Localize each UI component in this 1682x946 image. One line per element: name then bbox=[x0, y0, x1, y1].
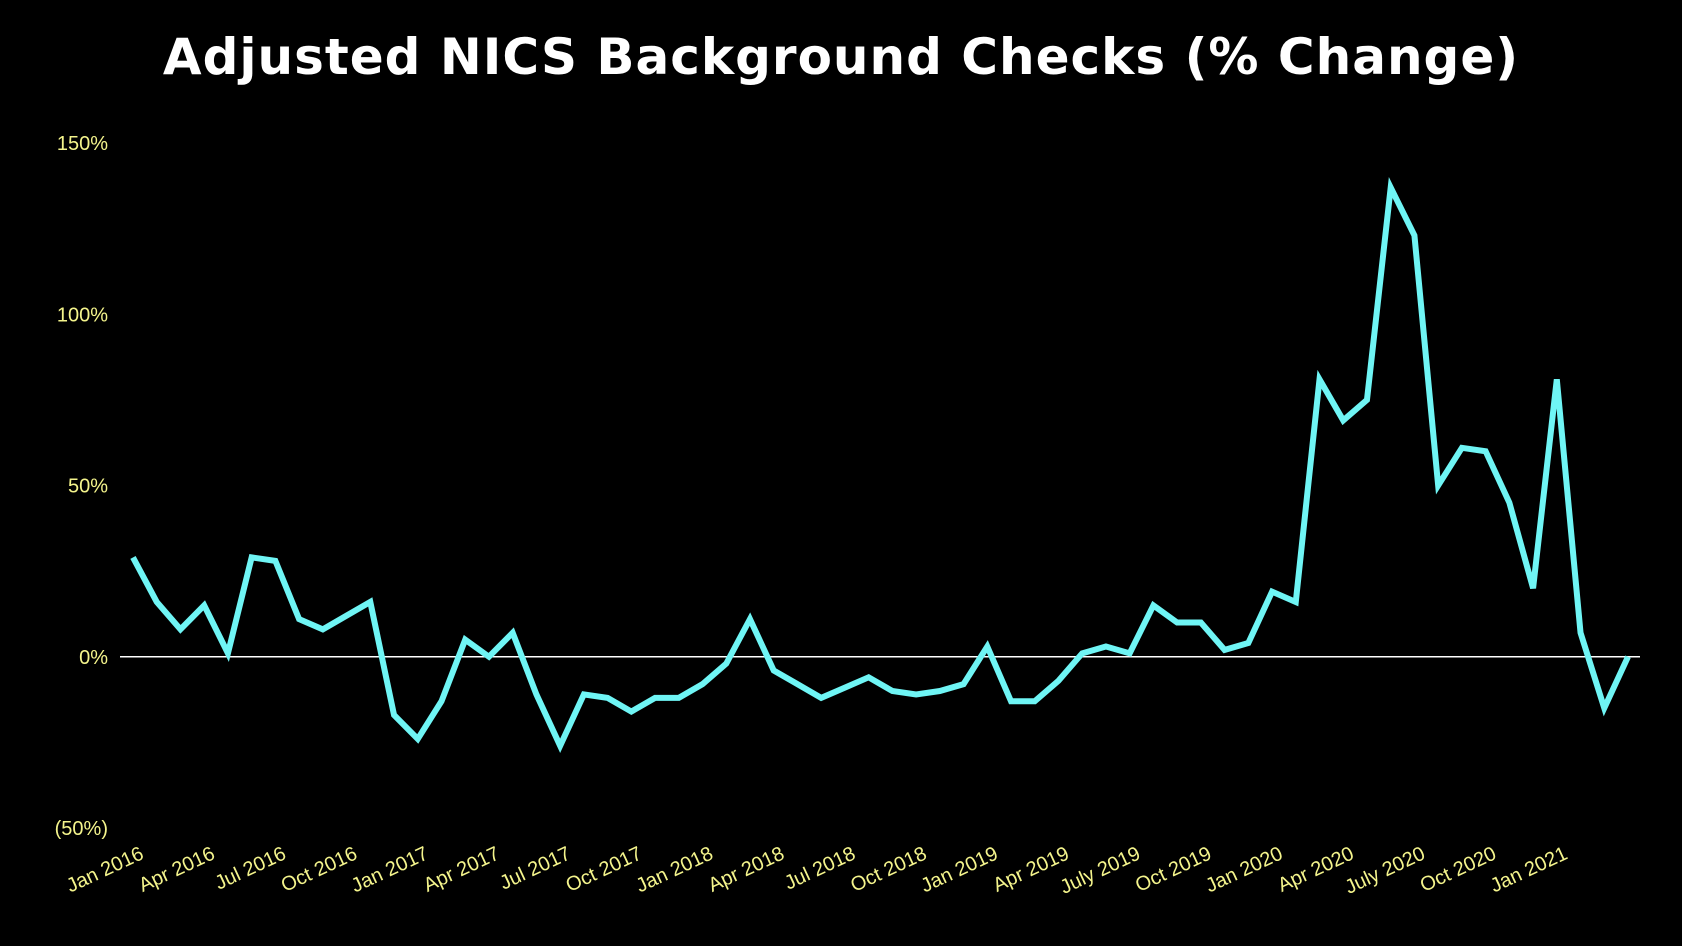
x-tick-label-12: Jan 2019 bbox=[918, 843, 1002, 898]
x-tick-label-8: Jan 2018 bbox=[633, 843, 717, 898]
x-tick-label-2: Jul 2016 bbox=[212, 843, 290, 895]
x-tick-label-10: Jul 2018 bbox=[781, 843, 859, 895]
y-axis-ticks: 150% 100% 50% 0% (50%) bbox=[55, 133, 109, 840]
x-tick-label-17: Apr 2020 bbox=[1274, 843, 1357, 897]
x-tick-label-0: Jan 2016 bbox=[63, 843, 147, 898]
chart-title: Adjusted NICS Background Checks (% Chang… bbox=[162, 28, 1520, 86]
x-tick-label-16: Jan 2020 bbox=[1202, 843, 1286, 898]
x-tick-label-6: Jul 2017 bbox=[496, 843, 574, 895]
y-tick-label-0: 150% bbox=[57, 133, 108, 155]
series-line bbox=[130, 177, 1631, 753]
y-tick-label-1: 100% bbox=[57, 304, 108, 326]
x-tick-label-3: Oct 2016 bbox=[278, 843, 361, 897]
x-tick-label-1: Apr 2016 bbox=[135, 843, 218, 897]
x-tick-label-14: July 2019 bbox=[1057, 843, 1144, 899]
x-tick-label-7: Oct 2017 bbox=[563, 843, 646, 897]
x-tick-label-5: Apr 2017 bbox=[420, 843, 503, 897]
x-tick-label-20: Jan 2021 bbox=[1487, 843, 1571, 898]
x-tick-label-13: Apr 2019 bbox=[990, 843, 1073, 897]
y-tick-label-2: 50% bbox=[68, 476, 108, 498]
x-tick-label-9: Apr 2018 bbox=[705, 843, 788, 897]
x-tick-label-19: Oct 2020 bbox=[1417, 843, 1500, 897]
x-tick-label-15: Oct 2019 bbox=[1132, 843, 1215, 897]
x-tick-label-4: Jan 2017 bbox=[348, 843, 432, 898]
x-tick-label-11: Oct 2018 bbox=[847, 843, 930, 897]
y-tick-label-3: 0% bbox=[79, 647, 108, 669]
x-tick-label-18: July 2020 bbox=[1342, 843, 1429, 899]
y-tick-label-4: (50%) bbox=[55, 818, 108, 840]
